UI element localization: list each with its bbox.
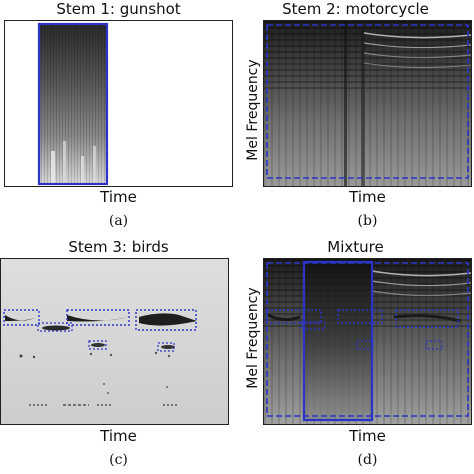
- panel-a-xlabel: Time: [100, 188, 137, 206]
- panel-a-spectrogram: [4, 20, 233, 187]
- panel-d-ylabel: Mel Frequency: [245, 287, 261, 389]
- panel-d-caption: (d): [357, 452, 378, 468]
- panel-b-xlabel: Time: [349, 188, 386, 206]
- birds-box-6: [157, 342, 175, 352]
- birds-box-1: [3, 309, 40, 326]
- mixture-birds-box-3: [395, 309, 459, 328]
- mixture-gunshot-box: [302, 260, 374, 422]
- mixture-birds-box-6: [425, 340, 443, 350]
- panel-a-caption: (a): [108, 213, 129, 229]
- birds-box-3: [135, 309, 197, 331]
- motorcycle-box: [266, 24, 469, 179]
- mixture-birds-box-2: [337, 309, 383, 324]
- panel-c-caption: (c): [109, 452, 128, 468]
- panel-d-xlabel: Time: [349, 427, 386, 445]
- panel-c-spectrogram: [0, 258, 229, 425]
- panel-a-title: Stem 1: gunshot: [56, 0, 181, 18]
- gunshot-box: [37, 22, 109, 186]
- panel-b-title: Stem 2: motorcycle: [282, 0, 429, 18]
- panel-d-title: Mixture: [327, 238, 384, 256]
- panel-b-caption: (b): [357, 213, 378, 229]
- mixture-birds-box-1: [266, 309, 322, 324]
- birds-box-2: [66, 309, 130, 326]
- panel-d-spectrogram: [263, 258, 472, 425]
- panel-b-spectrogram: [263, 20, 472, 187]
- panel-c-xlabel: Time: [100, 427, 137, 445]
- panel-c-title: Stem 3: birds: [68, 238, 169, 256]
- panel-b-ylabel: Mel Frequency: [245, 59, 261, 161]
- mixture-birds-box-5: [356, 340, 374, 350]
- birds-box-5: [88, 340, 107, 350]
- mixture-birds-box-4: [300, 321, 326, 330]
- birds-box-4: [37, 322, 73, 332]
